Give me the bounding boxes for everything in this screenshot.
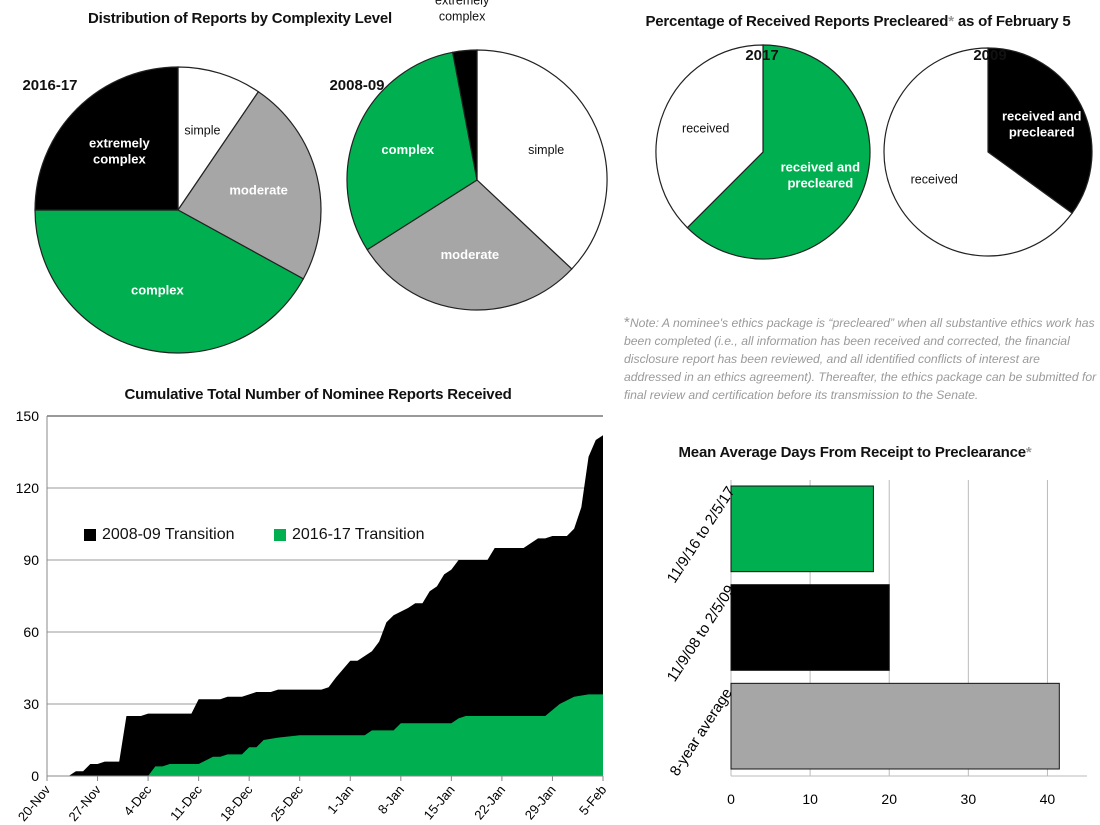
area-series-2016-17-Transition xyxy=(148,694,603,776)
x-tick-label: 30 xyxy=(961,791,977,807)
pie-2009-label: 2009 xyxy=(973,47,1007,64)
x-tick-label: 11-Dec xyxy=(167,782,205,823)
legend-2016: 2016-17 Transition xyxy=(274,526,425,544)
x-tick-label: 18-Dec xyxy=(217,782,256,824)
cumulative-title: Cumulative Total Number of Nominee Repor… xyxy=(124,386,512,403)
pie-label: precleared xyxy=(1009,125,1075,140)
pie-label: complex xyxy=(381,142,435,157)
pie-label: complex xyxy=(439,10,486,24)
y-tick-label: 60 xyxy=(23,624,39,640)
pie-2016-label: 2016-17 xyxy=(22,77,78,94)
x-tick-label: 29-Jan xyxy=(522,782,559,822)
legend-swatch-black xyxy=(84,529,96,541)
x-tick-label: 20 xyxy=(881,791,897,807)
precleared-title-text: Percentage of Received Reports Precleare… xyxy=(645,13,949,30)
pie-label: complex xyxy=(131,282,185,297)
x-tick-label: 0 xyxy=(727,791,735,807)
x-tick-label: 22-Jan xyxy=(471,782,508,822)
precleared-title: Percentage of Received Reports Precleare… xyxy=(645,13,1070,30)
pie-slice-extremely-complex xyxy=(451,49,478,181)
pie-label: moderate xyxy=(229,183,288,198)
legend-label: 2016-17 Transition xyxy=(292,526,425,543)
bar xyxy=(730,584,890,671)
pie-label: received xyxy=(911,172,958,186)
mean-days-title: Mean Average Days From Receipt to Precle… xyxy=(679,444,1032,461)
bar xyxy=(730,682,1060,770)
footnote-asterisk: * xyxy=(624,314,630,331)
pie-slice-received-and-precleared xyxy=(987,47,1093,214)
precleared-title-suffix: as of February 5 xyxy=(957,13,1071,30)
pie-label: extremely xyxy=(89,135,150,150)
x-tick-label: 25-Dec xyxy=(268,782,307,824)
complexity-title: Distribution of Reports by Complexity Le… xyxy=(88,10,392,27)
category-label: 11/9/16 to 2/5/17 xyxy=(664,484,739,587)
pie-label: received and xyxy=(781,160,861,175)
pie-slice-received-and-precleared xyxy=(686,44,871,260)
x-tick-label: 20-Nov xyxy=(15,782,54,824)
area-series-2008-09-Transition xyxy=(68,435,603,776)
y-tick-label: 0 xyxy=(31,768,39,784)
pie-slice-complex xyxy=(346,51,478,251)
y-tick-label: 30 xyxy=(23,696,39,712)
pie-label: complex xyxy=(93,151,147,166)
pie-label: moderate xyxy=(441,247,500,262)
pie-label: extremely xyxy=(435,0,490,8)
asterisk: * xyxy=(1025,444,1032,461)
x-tick-label: 40 xyxy=(1040,791,1056,807)
y-tick-label: 90 xyxy=(23,552,39,568)
legend-label: 2008-09 Transition xyxy=(102,526,235,543)
pie-label: received and xyxy=(1002,109,1082,124)
x-tick-label: 5-Feb xyxy=(576,782,609,818)
category-label: 11/9/08 to 2/5/09 xyxy=(664,582,739,685)
pie-slice-received xyxy=(883,47,1073,257)
legend-2008: 2008-09 Transition xyxy=(84,526,235,544)
x-tick-label: 10 xyxy=(802,791,818,807)
x-tick-label: 15-Jan xyxy=(421,782,458,822)
pie-slice-received xyxy=(655,44,764,229)
footnote-text: Note: A nominee's ethics package is “pre… xyxy=(624,316,1097,402)
x-tick-label: 1-Jan xyxy=(324,782,356,817)
footnote: *Note: A nominee's ethics package is “pr… xyxy=(624,314,1100,404)
mean-days-title-text: Mean Average Days From Receipt to Precle… xyxy=(678,444,1027,461)
bar xyxy=(730,485,874,573)
y-tick-label: 150 xyxy=(16,408,40,424)
category-label: 8-year average xyxy=(667,685,736,779)
x-tick-label: 8-Jan xyxy=(375,782,407,817)
pie-slice-complex xyxy=(34,209,305,354)
pie-label: simple xyxy=(528,143,564,157)
pie-slice-extremely-complex xyxy=(34,66,179,211)
pie-label: received xyxy=(682,121,729,135)
pie-slice-moderate xyxy=(366,179,573,311)
asterisk: * xyxy=(948,13,954,30)
pie-label: simple xyxy=(184,124,220,138)
x-tick-label: 27-Nov xyxy=(65,782,104,824)
pie-2017-label: 2017 xyxy=(745,47,779,64)
pie-slice-simple xyxy=(476,49,608,270)
pie-2008-label: 2008-09 xyxy=(329,77,385,94)
y-tick-label: 120 xyxy=(16,480,40,496)
pie-slice-moderate xyxy=(177,90,322,280)
legend-swatch-green xyxy=(274,529,286,541)
pie-slice-simple xyxy=(177,66,260,212)
pie-label: precleared xyxy=(787,176,853,191)
x-tick-label: 4-Dec xyxy=(121,782,155,819)
